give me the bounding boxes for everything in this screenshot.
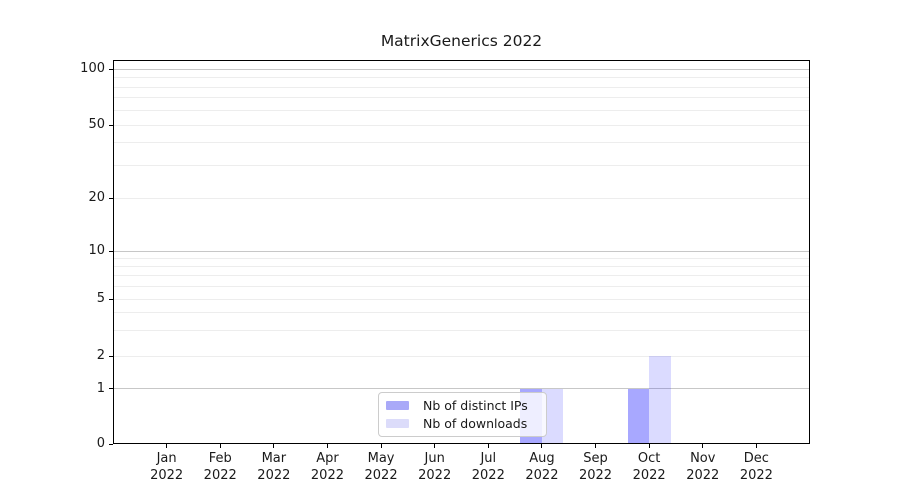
gridline-y-6 (113, 285, 810, 287)
y-tick-label-1: 1 (96, 380, 105, 396)
x-tick-label-jan-2022: Jan 2022 (150, 451, 184, 483)
x-tick-label-dec-2022: Dec 2022 (739, 451, 773, 483)
x-tick-label-feb-2022: Feb 2022 (203, 451, 237, 483)
gridline-y-90 (113, 77, 810, 78)
y-tick-mark-10 (109, 250, 113, 252)
gridline-y-7 (113, 275, 810, 277)
bar-nb-of-distinct-ips-oct-2022 (627, 388, 650, 444)
x-tick-mark-nov-2022 (702, 444, 704, 448)
gridline-y-50 (113, 124, 810, 126)
y-tick-label-5: 5 (96, 291, 105, 306)
y-tick-mark-5 (109, 298, 113, 300)
legend-swatch-nb-of-distinct-ips (386, 401, 409, 410)
x-tick-label-apr-2022: Apr 2022 (310, 451, 344, 483)
legend: Nb of distinct IPs Nb of downloads (378, 392, 547, 437)
x-tick-mark-may-2022 (380, 444, 382, 448)
x-tick-mark-feb-2022 (219, 444, 221, 448)
x-tick-label-aug-2022: Aug 2022 (525, 451, 559, 483)
gridline-y-4 (113, 312, 810, 314)
x-tick-mark-mar-2022 (273, 444, 275, 448)
x-tick-label-jun-2022: Jun 2022 (418, 451, 452, 483)
gridline-y-5 (113, 298, 810, 300)
gridline-y-30 (113, 165, 810, 167)
y-tick-label-50: 50 (88, 117, 105, 132)
plot-frame (113, 60, 810, 444)
x-tick-label-sep-2022: Sep 2022 (578, 451, 613, 483)
gridline-y-20 (113, 197, 810, 199)
x-tick-mark-jun-2022 (434, 444, 436, 448)
x-tick-label-mar-2022: Mar 2022 (257, 451, 291, 483)
gridline-y-1 (113, 388, 810, 389)
chart-title: MatrixGenerics 2022 (380, 32, 543, 50)
bar-nb-of-downloads-oct-2022 (649, 356, 671, 444)
gridline-y-9 (113, 257, 810, 259)
x-tick-label-may-2022: May 2022 (364, 451, 398, 483)
y-tick-mark-0 (109, 443, 113, 445)
x-tick-mark-dec-2022 (755, 444, 757, 448)
gridline-y-100 (113, 68, 810, 70)
bar-nb-of-downloads-aug-2022 (541, 388, 564, 444)
y-tick-mark-1 (109, 388, 113, 389)
legend-swatch-nb-of-downloads (386, 419, 409, 428)
y-tick-mark-100 (109, 68, 113, 70)
gridline-y-60 (113, 109, 810, 111)
y-tick-mark-20 (109, 197, 113, 199)
x-tick-mark-aug-2022 (541, 444, 543, 448)
gridline-y-2 (113, 355, 810, 357)
x-tick-mark-sep-2022 (595, 444, 597, 448)
y-tick-label-2: 2 (96, 348, 105, 363)
y-tick-mark-50 (109, 124, 113, 126)
y-tick-label-100: 100 (80, 61, 105, 76)
legend-label-nb-of-distinct-ips: Nb of distinct IPs (423, 398, 528, 413)
x-tick-mark-apr-2022 (326, 444, 328, 448)
legend-label-nb-of-downloads: Nb of downloads (423, 416, 528, 431)
gridline-y-80 (113, 86, 810, 88)
gridline-y-70 (113, 97, 810, 99)
y-tick-label-10: 10 (88, 243, 105, 258)
gridline-y-10 (113, 250, 810, 252)
x-tick-mark-jul-2022 (487, 444, 489, 448)
x-tick-mark-oct-2022 (648, 444, 650, 448)
legend-item-nb-of-distinct-ips: Nb of distinct IPs (386, 399, 546, 412)
x-tick-label-jul-2022: Jul 2022 (471, 451, 505, 483)
gridline-y-8 (113, 265, 810, 267)
gridline-y-40 (113, 142, 810, 144)
y-tick-label-20: 20 (88, 190, 105, 205)
legend-item-nb-of-downloads: Nb of downloads (386, 417, 546, 430)
y-tick-mark-2 (109, 355, 113, 357)
x-tick-mark-jan-2022 (166, 444, 168, 448)
y-tick-label-0: 0 (96, 436, 105, 451)
x-tick-label-oct-2022: Oct 2022 (632, 451, 666, 483)
x-tick-label-nov-2022: Nov 2022 (686, 451, 720, 483)
gridline-y-3 (113, 330, 810, 332)
